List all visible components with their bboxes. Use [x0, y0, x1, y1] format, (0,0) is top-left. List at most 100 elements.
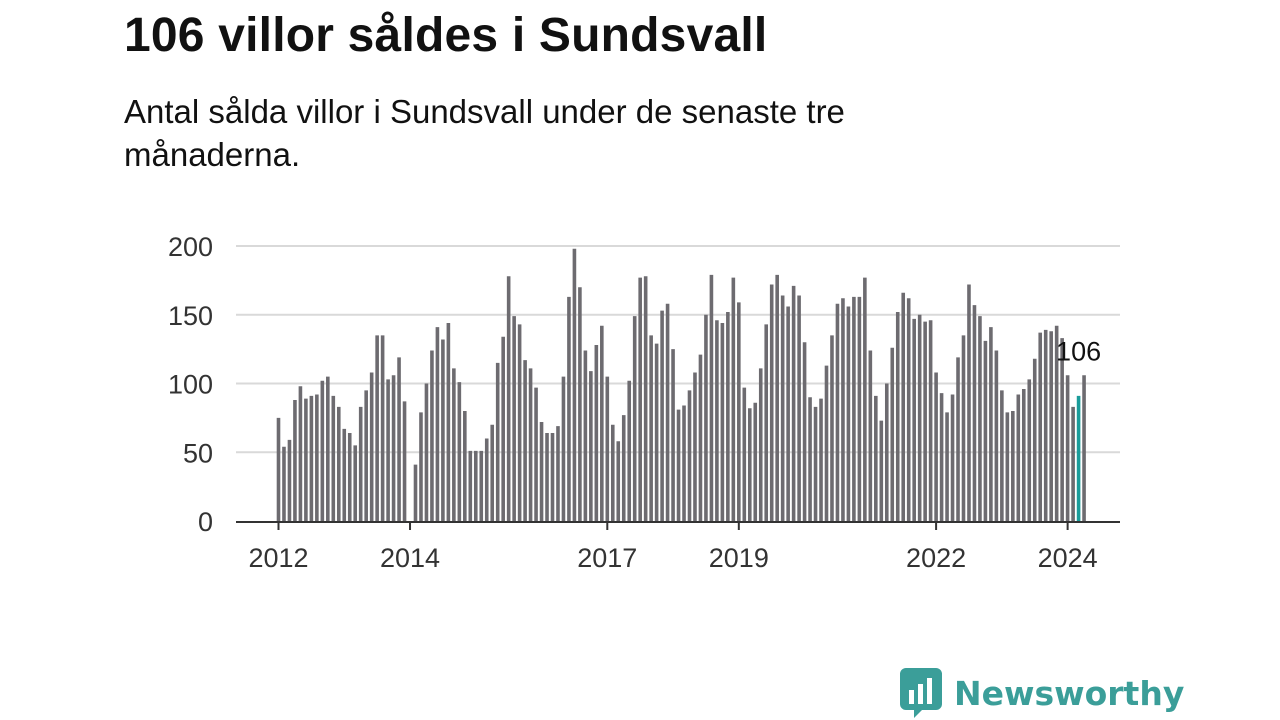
bar	[627, 380, 632, 521]
bar	[879, 420, 884, 521]
bar	[649, 335, 653, 521]
bar	[358, 406, 363, 521]
bar	[956, 357, 960, 521]
bar	[665, 303, 670, 521]
bar	[594, 345, 599, 521]
bar	[326, 376, 330, 521]
bar	[638, 277, 642, 521]
bar	[857, 296, 862, 521]
bar	[309, 395, 314, 521]
bar-chart: 0 50 100 150 200 2012 2014 2017 2019 2022 2024 106	[168, 232, 1120, 573]
bar	[621, 415, 626, 521]
bar	[1060, 338, 1064, 521]
bar	[791, 285, 796, 521]
bar	[605, 376, 610, 521]
bar	[572, 248, 577, 521]
bar	[720, 323, 725, 521]
bar	[419, 412, 423, 521]
bar	[967, 284, 971, 521]
brand-name: Newsworthy	[954, 673, 1185, 713]
bar	[895, 312, 900, 521]
bar	[589, 371, 593, 521]
bar	[512, 316, 516, 521]
y-tick-label: 0	[198, 507, 213, 537]
bar	[402, 401, 407, 521]
bar	[320, 380, 325, 521]
bar	[353, 445, 358, 521]
bar	[364, 390, 368, 521]
y-tick-label: 50	[183, 438, 213, 468]
bar	[347, 433, 352, 521]
bar	[463, 411, 467, 521]
bar	[506, 276, 511, 521]
x-tick-label: 2022	[906, 543, 966, 573]
bar	[484, 438, 489, 521]
bar	[545, 433, 549, 521]
bar	[698, 354, 703, 521]
bar	[610, 424, 615, 521]
bar	[874, 395, 878, 521]
bar	[539, 422, 544, 521]
bar	[1011, 411, 1015, 521]
bar	[1054, 325, 1059, 521]
bar	[731, 277, 736, 521]
bar	[342, 428, 347, 521]
bar	[446, 323, 451, 521]
bar	[413, 464, 418, 521]
chart-subtitle: Antal sålda villor i Sundsvall under de …	[124, 93, 845, 173]
bar	[583, 350, 588, 521]
bar	[863, 277, 867, 521]
bar	[600, 325, 604, 521]
bar	[868, 350, 873, 521]
bar	[495, 362, 500, 521]
bar	[632, 316, 637, 521]
bar	[852, 296, 856, 521]
bar	[375, 335, 379, 521]
bar	[1027, 379, 1032, 521]
highlight-data-label: 106	[1056, 336, 1101, 366]
bar	[808, 397, 812, 521]
bar	[386, 379, 390, 521]
bar	[764, 324, 769, 521]
bar	[917, 314, 922, 521]
bar	[989, 327, 993, 521]
bar	[742, 387, 747, 521]
x-tick-label: 2012	[248, 543, 308, 573]
bar	[501, 336, 505, 521]
highlight-bar	[1076, 395, 1081, 521]
bar	[380, 335, 385, 521]
bar	[643, 276, 648, 521]
bar	[775, 274, 779, 521]
bar	[786, 306, 790, 521]
bar	[676, 409, 681, 521]
bar	[978, 316, 982, 521]
bar	[616, 441, 621, 521]
bar	[769, 284, 774, 521]
bar	[654, 343, 659, 521]
bar	[293, 400, 297, 521]
bar	[435, 327, 440, 521]
bar	[567, 296, 571, 521]
bar	[1005, 412, 1010, 521]
bar	[287, 439, 292, 521]
bar	[813, 406, 818, 521]
newsworthy-logo-icon	[900, 668, 942, 718]
bar	[737, 302, 741, 521]
bar	[1016, 394, 1021, 521]
bar	[1038, 332, 1043, 521]
bar	[561, 376, 566, 521]
bar	[452, 368, 456, 521]
y-tick-label: 200	[168, 232, 213, 262]
bar	[331, 395, 336, 521]
bar	[704, 314, 708, 521]
chart-title: 106 villor såldes i Sundsvall	[124, 9, 768, 62]
bar	[479, 450, 484, 521]
bar	[315, 394, 319, 521]
bar	[802, 342, 807, 521]
bar	[758, 368, 763, 521]
bar	[1082, 375, 1086, 521]
bar	[884, 383, 889, 521]
bar	[950, 394, 955, 521]
bar	[1021, 389, 1026, 521]
bar	[276, 417, 281, 521]
